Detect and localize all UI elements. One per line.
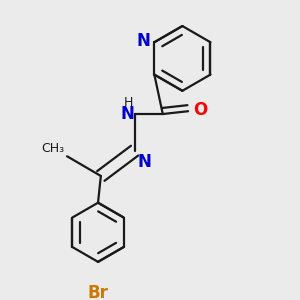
Text: N: N (136, 32, 150, 50)
Text: N: N (137, 153, 151, 171)
Text: CH₃: CH₃ (42, 142, 65, 155)
Text: H: H (124, 96, 133, 109)
Text: Br: Br (88, 284, 109, 300)
Text: O: O (193, 101, 207, 119)
Text: N: N (121, 105, 135, 123)
